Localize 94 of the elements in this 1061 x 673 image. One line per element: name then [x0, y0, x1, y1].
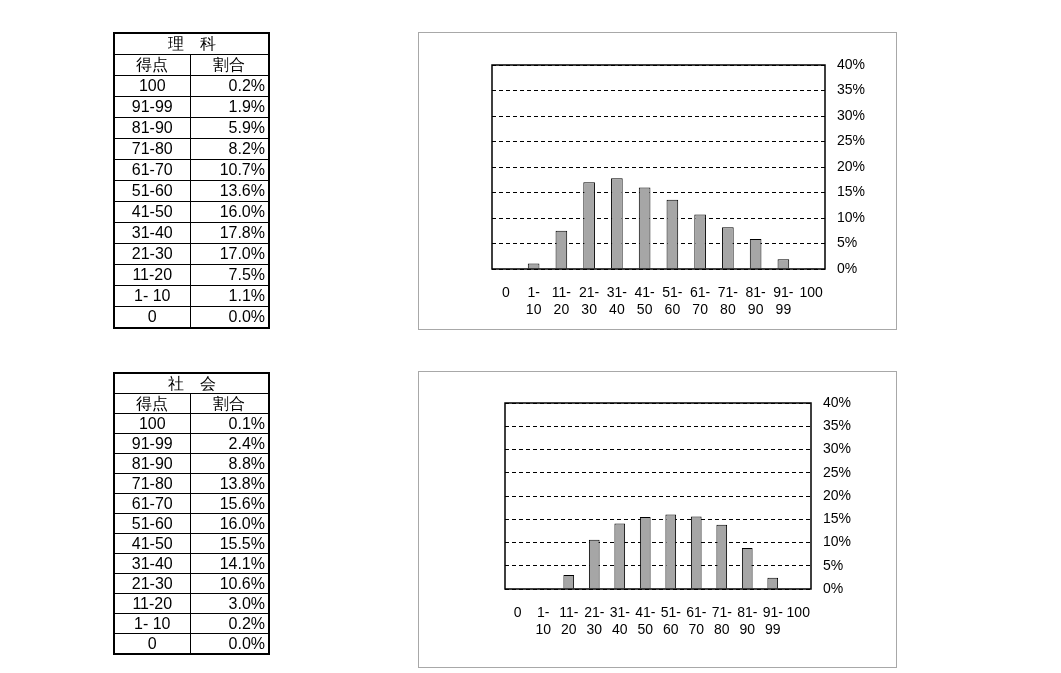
text: 15.5%: [190, 533, 269, 554]
text: 41-50: [114, 201, 190, 223]
text: 11-20: [114, 264, 190, 286]
x-tick-label: 21-30: [584, 604, 605, 638]
text: 1- 10: [114, 285, 190, 307]
text: 15.6%: [190, 493, 269, 514]
x-tick-label: 51-60: [660, 604, 682, 638]
x-tick-label: 91-99: [762, 604, 784, 638]
x-tick-label: 81-90: [745, 284, 767, 318]
x-tick-label: 11-20: [559, 604, 579, 638]
text: 91-99: [114, 433, 190, 454]
y-tick-label: 25%: [837, 132, 866, 149]
x-tick-label: 1-10: [535, 604, 552, 638]
text: 0.0%: [190, 633, 269, 654]
text: 3.0%: [190, 593, 269, 614]
text: 17.0%: [190, 243, 269, 265]
text: 16.0%: [190, 201, 269, 223]
text: 0: [114, 633, 190, 654]
text: 31-40: [114, 222, 190, 244]
text: 8.8%: [190, 453, 269, 474]
text: 0.2%: [190, 75, 269, 97]
x-tick-label: 81-90: [737, 604, 758, 638]
text: 100: [114, 413, 190, 434]
text: 51-60: [114, 180, 190, 202]
x-tick-label: 21-30: [579, 284, 600, 318]
text: 1.1%: [190, 285, 269, 307]
y-tick-label: 0%: [823, 579, 844, 596]
x-tick-label: 51-60: [662, 284, 683, 318]
text: 得点: [114, 393, 190, 414]
x-tick-label: 0: [501, 284, 510, 301]
text: 5.9%: [190, 117, 269, 139]
y-tick-label: 15%: [823, 510, 852, 527]
x-tick-label: 71-80: [711, 604, 733, 638]
text: 100: [114, 75, 190, 97]
text: 71-80: [114, 138, 190, 160]
y-tick-label: 5%: [823, 556, 844, 573]
y-tick-label: 35%: [823, 417, 852, 434]
y-tick-label: 10%: [837, 208, 866, 225]
x-tick-label: 100: [799, 284, 824, 301]
text: 21-30: [114, 243, 190, 265]
text: 0.1%: [190, 413, 269, 434]
text: 理 科: [114, 33, 269, 55]
text: 8.2%: [190, 138, 269, 160]
text: 14.1%: [190, 553, 269, 574]
text: 81-90: [114, 117, 190, 139]
x-tick-label: 1-10: [525, 284, 542, 318]
y-tick-label: 30%: [837, 106, 866, 123]
x-tick-label: 61-70: [690, 284, 711, 318]
text: 51-60: [114, 513, 190, 534]
text: 1.9%: [190, 96, 269, 118]
text: 17.8%: [190, 222, 269, 244]
text: 61-70: [114, 159, 190, 181]
y-tick-label: 35%: [837, 81, 866, 98]
text: 31-40: [114, 553, 190, 574]
y-tick-label: 15%: [837, 183, 866, 200]
text: 社 会: [114, 373, 269, 394]
text: 91-99: [114, 96, 190, 118]
text: 0.0%: [190, 306, 269, 328]
x-tick-label: 41-50: [634, 284, 656, 318]
y-tick-label: 40%: [837, 55, 866, 72]
x-tick-label: 41-50: [635, 604, 656, 638]
x-tick-label: 91-99: [773, 284, 794, 318]
text: 41-50: [114, 533, 190, 554]
x-tick-label: 71-80: [717, 284, 739, 318]
text: 割合: [190, 393, 269, 414]
y-tick-label: 0%: [837, 259, 858, 276]
text: 10.6%: [190, 573, 269, 594]
y-tick-label: 5%: [837, 234, 858, 251]
x-tick-label: 0: [513, 604, 522, 621]
text: 13.8%: [190, 473, 269, 494]
x-tick-label: 100: [786, 604, 811, 621]
x-tick-label: 11-20: [551, 284, 572, 318]
y-tick-label: 30%: [823, 440, 852, 457]
text: 7.5%: [190, 264, 269, 286]
text: 13.6%: [190, 180, 269, 202]
y-tick-label: 40%: [823, 393, 852, 410]
text: 0.2%: [190, 613, 269, 634]
text: 81-90: [114, 453, 190, 474]
text: 2.4%: [190, 433, 269, 454]
text: 71-80: [114, 473, 190, 494]
y-tick-label: 10%: [823, 533, 852, 550]
x-tick-label: 31-40: [609, 604, 631, 638]
text: 1- 10: [114, 613, 190, 634]
text: 割合: [190, 54, 269, 76]
text: 得点: [114, 54, 190, 76]
y-tick-label: 25%: [823, 463, 852, 480]
text: 21-30: [114, 573, 190, 594]
text: 16.0%: [190, 513, 269, 534]
text: 10.7%: [190, 159, 269, 181]
x-tick-label: 31-40: [606, 284, 628, 318]
y-tick-label: 20%: [823, 486, 852, 503]
y-tick-label: 20%: [837, 157, 866, 174]
x-tick-label: 61-70: [686, 604, 707, 638]
text: 61-70: [114, 493, 190, 514]
